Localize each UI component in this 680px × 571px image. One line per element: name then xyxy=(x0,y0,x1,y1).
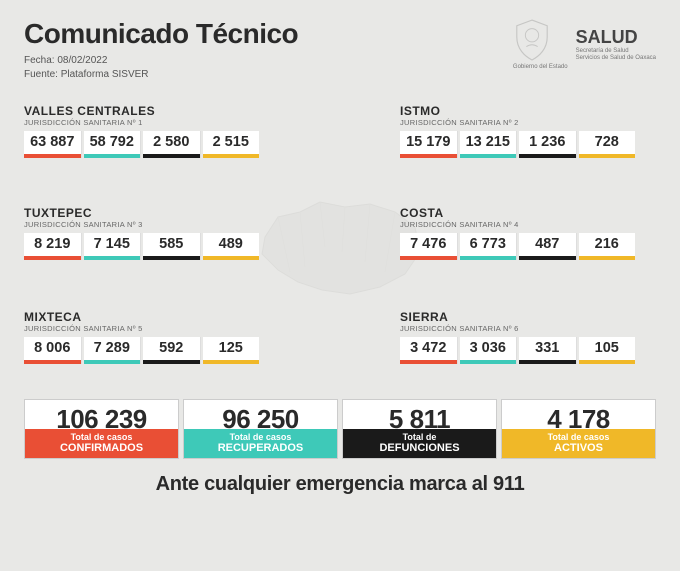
stat-active: 489 xyxy=(203,233,260,260)
state-seal-icon xyxy=(513,18,551,62)
stat-confirmed: 8 219 xyxy=(24,233,82,260)
total-cell: 106 239 Total de casosCONFIRMADOS xyxy=(24,399,179,459)
region-block: COSTA JURISDICCIÓN SANITARIA Nº 4 7 476 … xyxy=(400,206,635,260)
stat-deaths: 331 xyxy=(519,337,577,364)
footer: Ante cualquier emergencia marca al 911 xyxy=(0,473,680,496)
stat-deaths: 2 580 xyxy=(143,131,201,158)
stat-recovered: 6 773 xyxy=(460,233,518,260)
source-label: Fuente: xyxy=(24,69,58,80)
region-stats: 8 006 7 289 592 125 xyxy=(24,337,259,364)
stat-deaths: 1 236 xyxy=(519,131,577,158)
region-block: TUXTEPEC JURISDICCIÓN SANITARIA Nº 3 8 2… xyxy=(24,206,259,260)
region-subtitle: JURISDICCIÓN SANITARIA Nº 4 xyxy=(400,220,635,229)
total-label: Total de casosACTIVOS xyxy=(502,429,655,458)
total-cell: 5 811 Total deDEFUNCIONES xyxy=(342,399,497,459)
logo-block: Gobierno del Estado SALUD Secretaría de … xyxy=(513,18,656,71)
stat-recovered: 7 289 xyxy=(84,337,142,364)
region-subtitle: JURISDICCIÓN SANITARIA Nº 6 xyxy=(400,324,635,333)
region-stats: 8 219 7 145 585 489 xyxy=(24,233,259,260)
region-name: TUXTEPEC xyxy=(24,206,259,220)
stat-confirmed: 15 179 xyxy=(400,131,458,158)
totals-row: 106 239 Total de casosCONFIRMADOS 96 250… xyxy=(0,399,680,459)
stat-confirmed: 7 476 xyxy=(400,233,458,260)
region-subtitle: JURISDICCIÓN SANITARIA Nº 2 xyxy=(400,118,635,127)
region-name: SIERRA xyxy=(400,310,635,324)
total-label: Total de casosCONFIRMADOS xyxy=(25,429,178,458)
region-stats: 3 472 3 036 331 105 xyxy=(400,337,635,364)
region-stats: 15 179 13 215 1 236 728 xyxy=(400,131,635,158)
total-cell: 4 178 Total de casosACTIVOS xyxy=(501,399,656,459)
region-name: VALLES CENTRALES xyxy=(24,104,259,118)
region-name: COSTA xyxy=(400,206,635,220)
region-name: MIXTECA xyxy=(24,310,259,324)
stat-active: 216 xyxy=(579,233,636,260)
region-name: ISTMO xyxy=(400,104,635,118)
region-block: MIXTECA JURISDICCIÓN SANITARIA Nº 5 8 00… xyxy=(24,310,259,364)
date-value: 08/02/2022 xyxy=(57,55,107,66)
region-subtitle: JURISDICCIÓN SANITARIA Nº 5 xyxy=(24,324,259,333)
logo-caption: Gobierno del Estado xyxy=(513,64,568,71)
stat-active: 2 515 xyxy=(203,131,260,158)
salud-logo-text: SALUD xyxy=(576,27,656,48)
region-stats: 63 887 58 792 2 580 2 515 xyxy=(24,131,259,158)
total-label: Total de casosRECUPERADOS xyxy=(184,429,337,458)
map-area: VALLES CENTRALES JURISDICCIÓN SANITARIA … xyxy=(0,94,680,399)
region-subtitle: JURISDICCIÓN SANITARIA Nº 3 xyxy=(24,220,259,229)
stat-deaths: 592 xyxy=(143,337,201,364)
stat-active: 125 xyxy=(203,337,260,364)
stat-active: 105 xyxy=(579,337,636,364)
region-stats: 7 476 6 773 487 216 xyxy=(400,233,635,260)
stat-confirmed: 8 006 xyxy=(24,337,82,364)
region-subtitle: JURISDICCIÓN SANITARIA Nº 1 xyxy=(24,118,259,127)
stat-confirmed: 63 887 xyxy=(24,131,82,158)
source-value: Plataforma SISVER xyxy=(61,69,149,80)
region-block: VALLES CENTRALES JURISDICCIÓN SANITARIA … xyxy=(24,104,259,158)
region-block: ISTMO JURISDICCIÓN SANITARIA Nº 2 15 179… xyxy=(400,104,635,158)
salud-sub2: Servicios de Salud de Oaxaca xyxy=(576,55,656,62)
total-label: Total deDEFUNCIONES xyxy=(343,429,496,458)
stat-recovered: 13 215 xyxy=(460,131,518,158)
stat-recovered: 7 145 xyxy=(84,233,142,260)
region-block: SIERRA JURISDICCIÓN SANITARIA Nº 6 3 472… xyxy=(400,310,635,364)
stat-recovered: 3 036 xyxy=(460,337,518,364)
stat-deaths: 487 xyxy=(519,233,577,260)
salud-sub1: Secretaría de Salud xyxy=(576,48,656,55)
footer-text: Ante cualquier emergencia marca al 911 xyxy=(156,473,525,495)
total-cell: 96 250 Total de casosRECUPERADOS xyxy=(183,399,338,459)
stat-active: 728 xyxy=(579,131,636,158)
stat-deaths: 585 xyxy=(143,233,201,260)
stat-confirmed: 3 472 xyxy=(400,337,458,364)
stat-recovered: 58 792 xyxy=(84,131,142,158)
date-label: Fecha: xyxy=(24,55,55,66)
header-block: Comunicado Técnico Fecha: 08/02/2022 Fue… xyxy=(0,0,680,90)
